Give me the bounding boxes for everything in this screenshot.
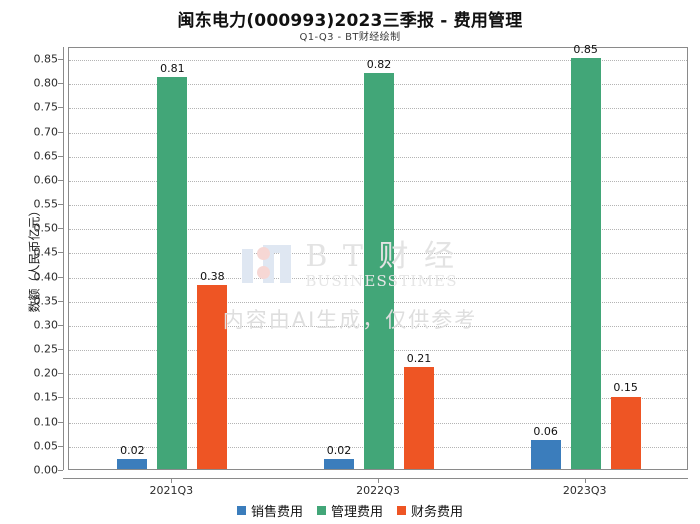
y-axis-spine xyxy=(63,47,64,470)
y-tick-label: 0.20 xyxy=(33,366,59,380)
legend-swatch-icon xyxy=(397,506,406,515)
plot-area: 0.02 0.81 0.38 0.02 0.82 0.21 0.06 0.85 0.15 xyxy=(68,43,688,470)
legend-item-管理费用[interactable]: 管理费用 xyxy=(316,501,383,520)
y-tick-mark xyxy=(58,349,63,351)
y-tick-label: 0.45 xyxy=(33,245,59,259)
y-tick-label: 0.80 xyxy=(33,76,59,90)
chart-title: 闽东电力(000993)2023三季报 - 费用管理 xyxy=(177,11,523,31)
bar-value-label: 0.21 xyxy=(406,352,432,366)
bar-2023Q3-销售费用[interactable] xyxy=(530,440,561,469)
bar-value-label: 0.02 xyxy=(326,444,352,458)
y-tick-label: 0.05 xyxy=(33,439,59,453)
y-tick-mark xyxy=(58,373,63,375)
x-tick-mark xyxy=(584,478,586,483)
y-tick-mark xyxy=(58,276,63,278)
legend-swatch-icon xyxy=(316,506,326,515)
bar-value-label: 0.82 xyxy=(366,57,392,71)
bar-2021Q3-财务费用[interactable] xyxy=(197,285,228,469)
y-tick-label: 0.65 xyxy=(33,149,59,163)
legend-swatch-icon xyxy=(236,506,246,515)
y-tick-mark xyxy=(58,300,63,302)
y-tick-mark xyxy=(58,59,63,61)
x-tick-mark xyxy=(378,478,379,483)
bar-value-label: 0.81 xyxy=(160,62,185,76)
x-tick-label-2023Q3: 2023Q3 xyxy=(562,484,607,497)
y-tick-mark xyxy=(58,228,63,230)
y-tick-mark xyxy=(58,155,63,157)
y-tick-mark xyxy=(58,421,63,423)
y-tick-label: 0.00 xyxy=(33,463,59,477)
y-tick-mark xyxy=(58,324,63,326)
x-tick-label-2021Q3: 2021Q3 xyxy=(149,484,194,497)
x-tick-label-2022Q3: 2022Q3 xyxy=(356,484,400,497)
y-tick-label: 0.40 xyxy=(33,270,59,284)
bar-value-label: 0.06 xyxy=(533,424,558,438)
y-tick-mark xyxy=(58,252,63,254)
legend-label: 管理费用 xyxy=(330,505,383,520)
y-tick-mark xyxy=(58,397,63,399)
bar-2021Q3-销售费用[interactable] xyxy=(117,459,148,469)
y-tick-label: 0.25 xyxy=(33,342,59,356)
bar-value-label: 0.85 xyxy=(573,43,598,57)
y-tick-mark xyxy=(58,204,63,206)
y-tick-label: 0.75 xyxy=(33,100,59,114)
bar-value-label: 0.02 xyxy=(120,444,145,458)
bar-2022Q3-管理费用[interactable] xyxy=(364,72,394,469)
bar-2021Q3-管理费用[interactable] xyxy=(157,77,188,469)
y-tick-mark xyxy=(58,131,63,133)
y-tick-label: 0.55 xyxy=(33,197,59,211)
y-tick-label: 0.60 xyxy=(33,173,59,187)
bar-2023Q3-财务费用[interactable] xyxy=(610,396,641,469)
legend-item-财务费用[interactable]: 财务费用 xyxy=(397,501,463,520)
bar-2022Q3-销售费用[interactable] xyxy=(324,459,354,469)
y-tick-label: 0.35 xyxy=(33,294,59,308)
x-axis-spine xyxy=(63,478,688,479)
y-axis: 0.00 0.05 0.10 0.15 0.20 0.25 0.30 0.35 0.40 0.45… xyxy=(0,47,63,477)
y-tick-label: 0.10 xyxy=(33,415,59,429)
legend: 销售费用 管理费用 财务费用 xyxy=(0,501,700,520)
bar-2022Q3-财务费用[interactable] xyxy=(404,367,434,469)
y-tick-label: 0.70 xyxy=(33,125,59,139)
y-tick-label: 0.15 xyxy=(33,390,59,404)
gridline xyxy=(69,60,687,62)
bar-value-label: 0.38 xyxy=(200,270,225,284)
legend-label: 销售费用 xyxy=(250,505,303,520)
y-tick-label: 0.85 xyxy=(33,52,59,66)
y-tick-label: 0.30 xyxy=(33,318,59,332)
legend-item-销售费用[interactable]: 销售费用 xyxy=(236,501,303,520)
y-tick-mark xyxy=(58,179,63,181)
bar-2023Q3-管理费用[interactable] xyxy=(570,58,601,469)
y-tick-mark xyxy=(58,445,63,447)
x-tick-mark xyxy=(171,478,173,483)
chart-subtitle: Q1-Q3 - BT财经绘制 xyxy=(299,32,401,43)
y-tick-mark xyxy=(58,107,63,109)
y-tick-label: 0.50 xyxy=(33,221,59,235)
y-tick-mark xyxy=(58,83,63,85)
y-tick-mark xyxy=(58,470,63,471)
legend-label: 财务费用 xyxy=(411,505,464,520)
bar-value-label: 0.15 xyxy=(613,381,638,395)
